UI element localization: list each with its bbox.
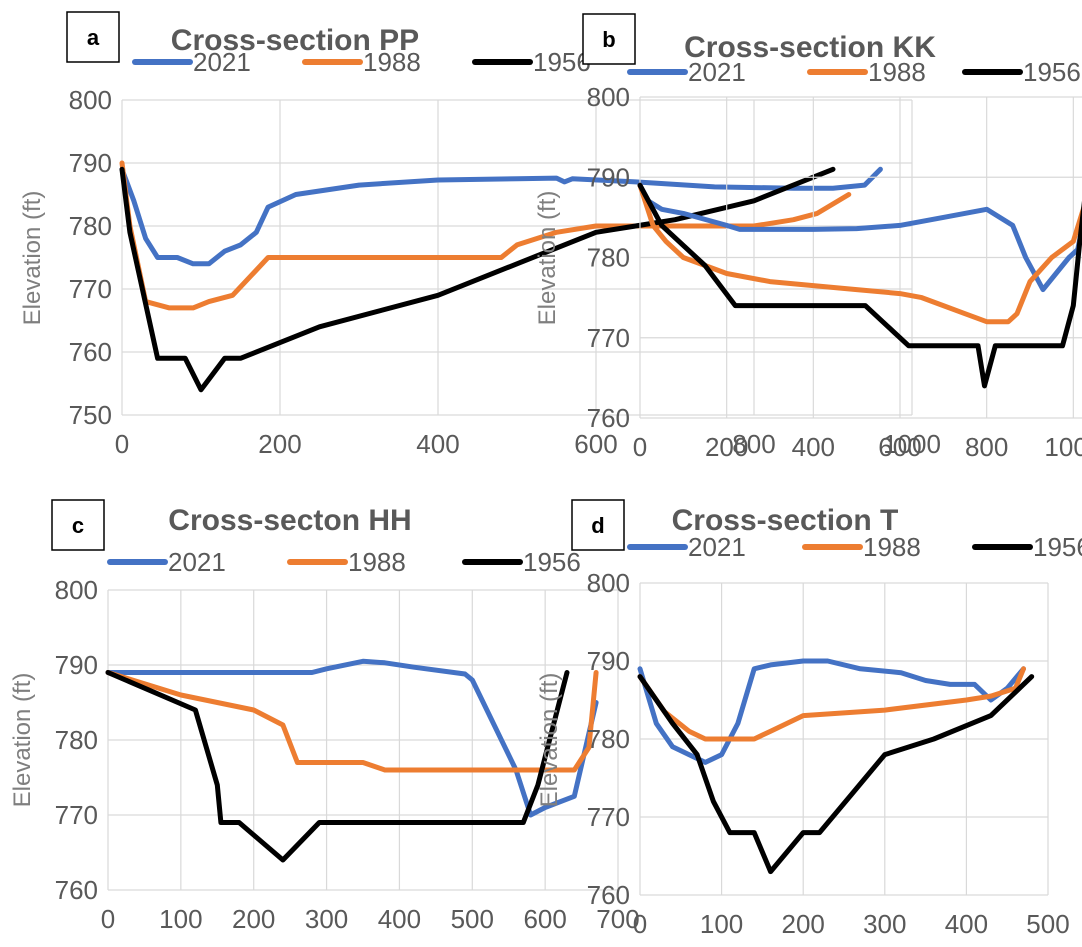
legend-label: 1956 (1033, 532, 1082, 562)
x-tick-label: 1000 (883, 429, 941, 459)
x-tick-label: 200 (705, 432, 748, 462)
series-line-1988 (637, 182, 1082, 325)
chart-panel-a: 0 200 400 600 800 1000 750 760 770 780 790 800 Eleva… (19, 11, 941, 459)
y-tick-label: 760 (587, 403, 630, 433)
y-tick-label: 790 (587, 646, 630, 676)
y-tick-label: 760 (69, 337, 112, 367)
x-tick-label: 100 (159, 904, 202, 934)
x-tick-label: 800 (732, 429, 775, 459)
y-tick-label: 770 (55, 800, 98, 830)
y-tick-label: 770 (587, 323, 630, 353)
x-tick-label: 100 (700, 909, 743, 939)
y-tick-label: 790 (55, 650, 98, 680)
panel-letter: a (87, 25, 100, 50)
panel-letter-box (571, 499, 625, 551)
x-tick-label: 0 (633, 432, 647, 462)
y-tick-label: 780 (587, 243, 630, 273)
x-tick-label: 200 (232, 904, 275, 934)
x-tick-label: 500 (451, 904, 494, 934)
series-line-1956 (105, 670, 570, 863)
series-line-1988 (119, 160, 852, 311)
legend-label: 1956 (1023, 57, 1081, 87)
x-tick-label: 0 (115, 429, 129, 459)
y-tick-label: 760 (55, 875, 98, 905)
legend-label: 1988 (863, 532, 921, 562)
panel-letter: d (591, 513, 604, 538)
legend-label: 1956 (533, 47, 591, 77)
y-tick-label: 800 (587, 568, 630, 598)
series-line-1956 (637, 674, 1035, 875)
chart-panel-d: 0 100 200 300 400 500 760 770 780 790 800 Elevation… (536, 499, 1082, 939)
y-tick-label: 800 (587, 82, 630, 112)
x-tick-label: 400 (416, 429, 459, 459)
legend-label: 2021 (688, 57, 746, 87)
panel-letter-box (51, 499, 105, 551)
chart-title: Cross-section T (672, 504, 899, 537)
y-axis-label: Elevation (ft) (534, 191, 561, 326)
x-tick-label: 200 (258, 429, 301, 459)
legend-label: 2021 (168, 547, 226, 577)
legend-label: 2021 (688, 532, 746, 562)
panel-letter: b (602, 27, 615, 52)
x-tick-label: 700 (596, 904, 639, 934)
series-line-1988 (637, 666, 1026, 742)
y-tick-label: 780 (587, 724, 630, 754)
chart-panel-c: 0 100 200 300 400 500 600 700760770780790800Ele… (9, 499, 640, 934)
x-tick-label: 0 (633, 909, 647, 939)
x-tick-label: 400 (792, 432, 835, 462)
series-line-2021 (119, 166, 883, 267)
y-tick-label: 800 (69, 85, 112, 115)
chart-title: Cross-section PP (171, 24, 419, 57)
series-line-1956 (637, 182, 1082, 389)
chart-title: Cross-section KK (684, 31, 936, 64)
y-tick-label: 790 (587, 162, 630, 192)
x-tick-label: 300 (305, 904, 348, 934)
x-tick-label: 600 (878, 432, 921, 462)
x-tick-label: 400 (945, 909, 988, 939)
x-tick-label: 300 (863, 909, 906, 939)
x-tick-label: 200 (782, 909, 825, 939)
x-tick-label: 600 (574, 429, 617, 459)
y-tick-label: 760 (587, 880, 630, 910)
y-tick-label: 750 (69, 400, 112, 430)
x-tick-label: 500 (1026, 909, 1069, 939)
legend-label: 1988 (868, 57, 926, 87)
x-tick-label: 800 (965, 432, 1008, 462)
legend-label: 1988 (348, 547, 406, 577)
series-line-1988 (105, 670, 599, 773)
series-line-2021 (105, 658, 599, 818)
legend-label: 1956 (523, 547, 581, 577)
legend-label: 2021 (193, 47, 251, 77)
panel-letter: c (72, 513, 84, 538)
y-tick-label: 800 (55, 575, 98, 605)
x-tick-label: 600 (523, 904, 566, 934)
y-tick-label: 780 (55, 725, 98, 755)
y-axis-label: Elevation (ft) (536, 673, 563, 808)
x-tick-label: 0 (101, 904, 115, 934)
series-line-2021 (637, 658, 1026, 765)
x-tick-label: 400 (378, 904, 421, 934)
y-tick-label: 780 (69, 211, 112, 241)
y-tick-label: 770 (69, 274, 112, 304)
series-line-2021 (637, 182, 1082, 293)
chart-title: Cross-secton HH (168, 504, 411, 537)
y-axis-label: Elevation (ft) (19, 191, 46, 326)
panel-letter-box (66, 11, 120, 63)
y-axis-label: Elevation (ft) (9, 673, 36, 808)
panel-letter-box (582, 13, 636, 65)
legend-label: 1988 (363, 47, 421, 77)
x-tick-label: 1000 (1044, 432, 1082, 462)
y-tick-label: 790 (69, 148, 112, 178)
y-tick-label: 770 (587, 802, 630, 832)
chart-panel-b: 020040060080010001200760770780790800Elev… (534, 13, 1082, 462)
